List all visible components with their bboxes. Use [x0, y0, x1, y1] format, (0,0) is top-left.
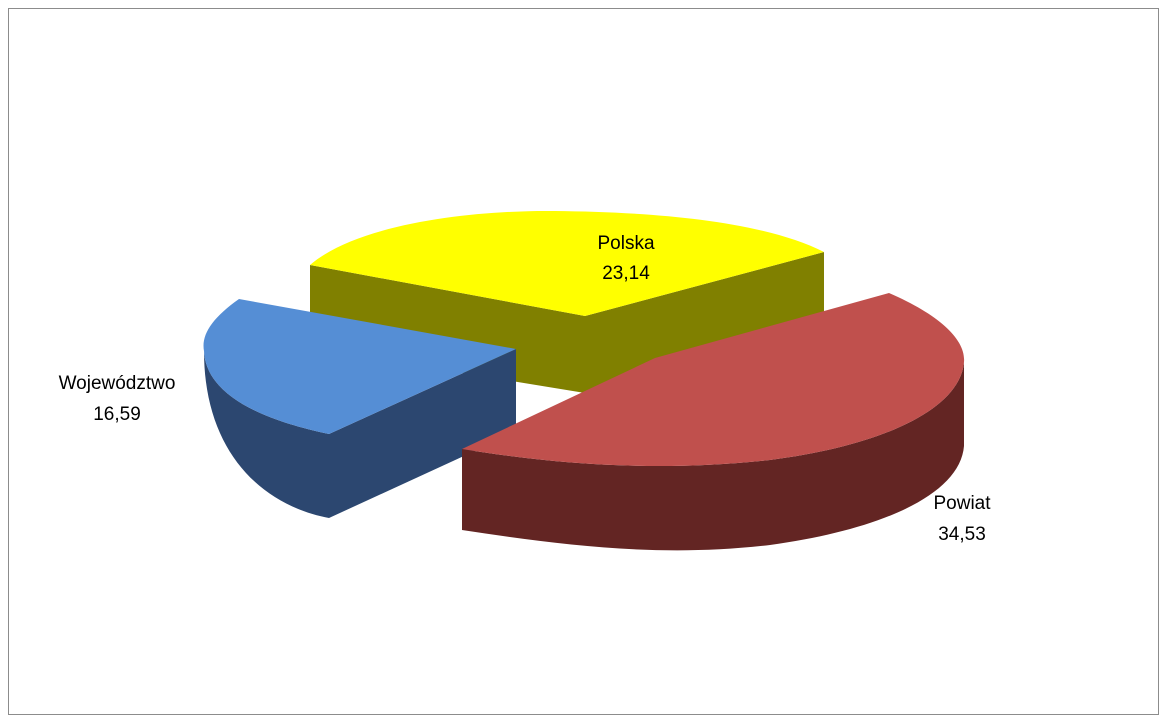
data-label-wojewodztwo-name: Województwo — [59, 373, 176, 394]
pie-slice-powiat-side — [462, 362, 964, 551]
pie-slice-wojewodztwo — [203, 299, 516, 518]
pie-slice-wojewodztwo-side — [204, 351, 329, 518]
pie-slice-powiat-top — [462, 293, 965, 467]
data-label-powiat-value: 34,53 — [938, 524, 986, 545]
data-label-powiat-name: Powiat — [933, 493, 991, 514]
data-label-wojewodztwo-value: 16,59 — [93, 404, 141, 425]
pie-slice-wojewodztwo-top — [203, 299, 516, 434]
data-label-polska-value: 23,14 — [602, 263, 650, 284]
pie-slice-wojewodztwo-side-cut — [329, 349, 516, 518]
pie-slice-polska-top — [310, 210, 824, 316]
pie-slice-powiat — [462, 293, 965, 551]
data-label-polska-name: Polska — [597, 233, 654, 254]
